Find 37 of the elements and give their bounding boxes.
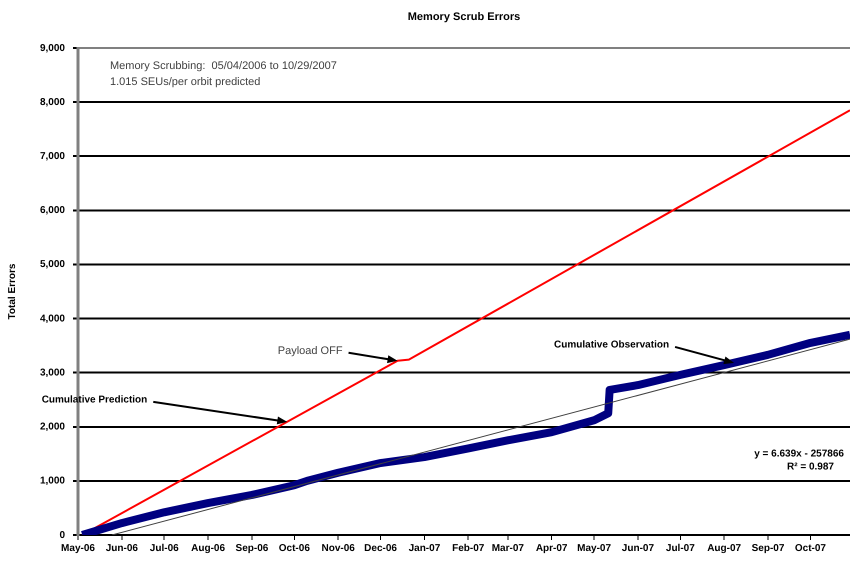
x-tick-label: Jun-07	[622, 542, 654, 554]
annotation: Cumulative Prediction	[42, 394, 148, 406]
x-tick-label: Jul-07	[666, 542, 696, 554]
x-tick-label: Feb-07	[452, 542, 485, 554]
x-tick-label: Sep-07	[752, 542, 785, 554]
x-tick-label: Aug-06	[191, 542, 226, 554]
x-tick-label: Oct-07	[794, 542, 826, 554]
y-tick-label: 7,000	[40, 150, 66, 162]
annotation: 1.015 SEUs/per orbit predicted	[110, 76, 260, 88]
x-tick-label: May-07	[577, 542, 612, 554]
annotation: Payload OFF	[278, 344, 343, 357]
y-tick-label: 6,000	[40, 205, 66, 216]
x-tick-label: May-06	[61, 542, 96, 554]
y-tick-label: 0	[59, 530, 66, 541]
annotation: R² = 0.987	[787, 462, 834, 473]
y-tick-label: 9,000	[40, 42, 66, 54]
x-tick-label: Jan-07	[408, 542, 441, 554]
x-tick-label: Dec-06	[364, 542, 398, 554]
x-tick-label: Jul-06	[150, 542, 180, 554]
y-tick-label: 2,000	[40, 422, 66, 433]
x-tick-label: Jun-06	[106, 542, 138, 554]
x-tick-label: Aug-07	[707, 542, 742, 554]
y-tick-label: 4,000	[40, 313, 66, 324]
x-tick-label: Sep-06	[236, 542, 269, 554]
annotation: Memory Scrubbing: 05/04/2006 to 10/29/2007	[110, 60, 337, 72]
y-tick-label: 3,000	[40, 367, 66, 378]
chart-title: Memory Scrub Errors	[408, 11, 520, 24]
y-tick-label: 1,000	[40, 476, 66, 487]
y-axis-title: Total Errors	[6, 263, 18, 320]
x-tick-label: Nov-06	[321, 542, 356, 554]
y-tick-label: 5,000	[40, 259, 66, 270]
y-tick-label: 8,000	[40, 96, 66, 108]
x-tick-label: Mar-07	[492, 542, 524, 554]
x-tick-label: Apr-07	[536, 542, 568, 554]
x-tick-label: Oct-06	[278, 542, 310, 554]
annotation: Cumulative Observation	[554, 340, 670, 351]
annotation: y = 6.639x - 257866	[754, 448, 844, 460]
